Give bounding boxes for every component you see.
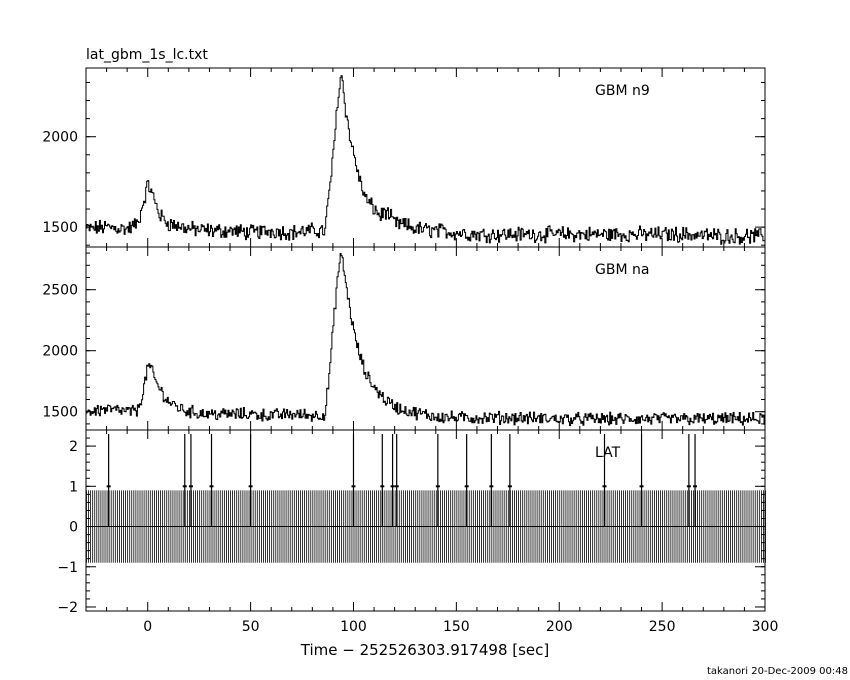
- y-tick-label: −1: [57, 560, 78, 576]
- panel-frame: [85, 429, 766, 612]
- x-tick-label: 0: [143, 619, 152, 635]
- panel-lat: −2 −1 0 1 2 LAT 0 50 100 150 200 250 300: [57, 429, 779, 635]
- panel-frame: [85, 67, 766, 248]
- y-tick-label: 2: [69, 439, 78, 455]
- x-tick-label: 50: [242, 619, 260, 635]
- y-tick-label: 0: [69, 520, 78, 536]
- light-curve-series: [86, 75, 765, 245]
- panel-gbm-na: 1500 2000 2500 GBM na: [42, 246, 766, 431]
- y-tick-label: 2500: [42, 283, 78, 299]
- x-tick-label: 100: [340, 619, 367, 635]
- y-tick-label: −2: [57, 600, 78, 616]
- y-tick-label: 1: [69, 479, 78, 495]
- light-curve-series: [86, 253, 765, 427]
- x-tick-label: 300: [752, 619, 779, 635]
- x-tick-label: 150: [443, 619, 470, 635]
- y-tick-label: 2000: [42, 344, 78, 360]
- x-tick-label: 250: [649, 619, 676, 635]
- panel-frame: [85, 246, 766, 431]
- x-tick-label: 200: [546, 619, 573, 635]
- y-tick-label: 2000: [42, 130, 78, 146]
- x-axis-label: Time − 252526303.917498 [sec]: [300, 641, 550, 659]
- panel-label: LAT: [595, 445, 621, 461]
- y-tick-label: 1500: [42, 405, 78, 421]
- y-tick-label: 1500: [42, 220, 78, 236]
- file-title: lat_gbm_1s_lc.txt: [86, 47, 208, 63]
- panel-label: GBM na: [595, 262, 649, 278]
- user-timestamp: takanori 20-Dec-2009 00:48: [707, 666, 848, 677]
- panel-label: GBM n9: [595, 83, 650, 99]
- panel-gbm-n9: 1500 2000 GBM n9: [42, 67, 766, 248]
